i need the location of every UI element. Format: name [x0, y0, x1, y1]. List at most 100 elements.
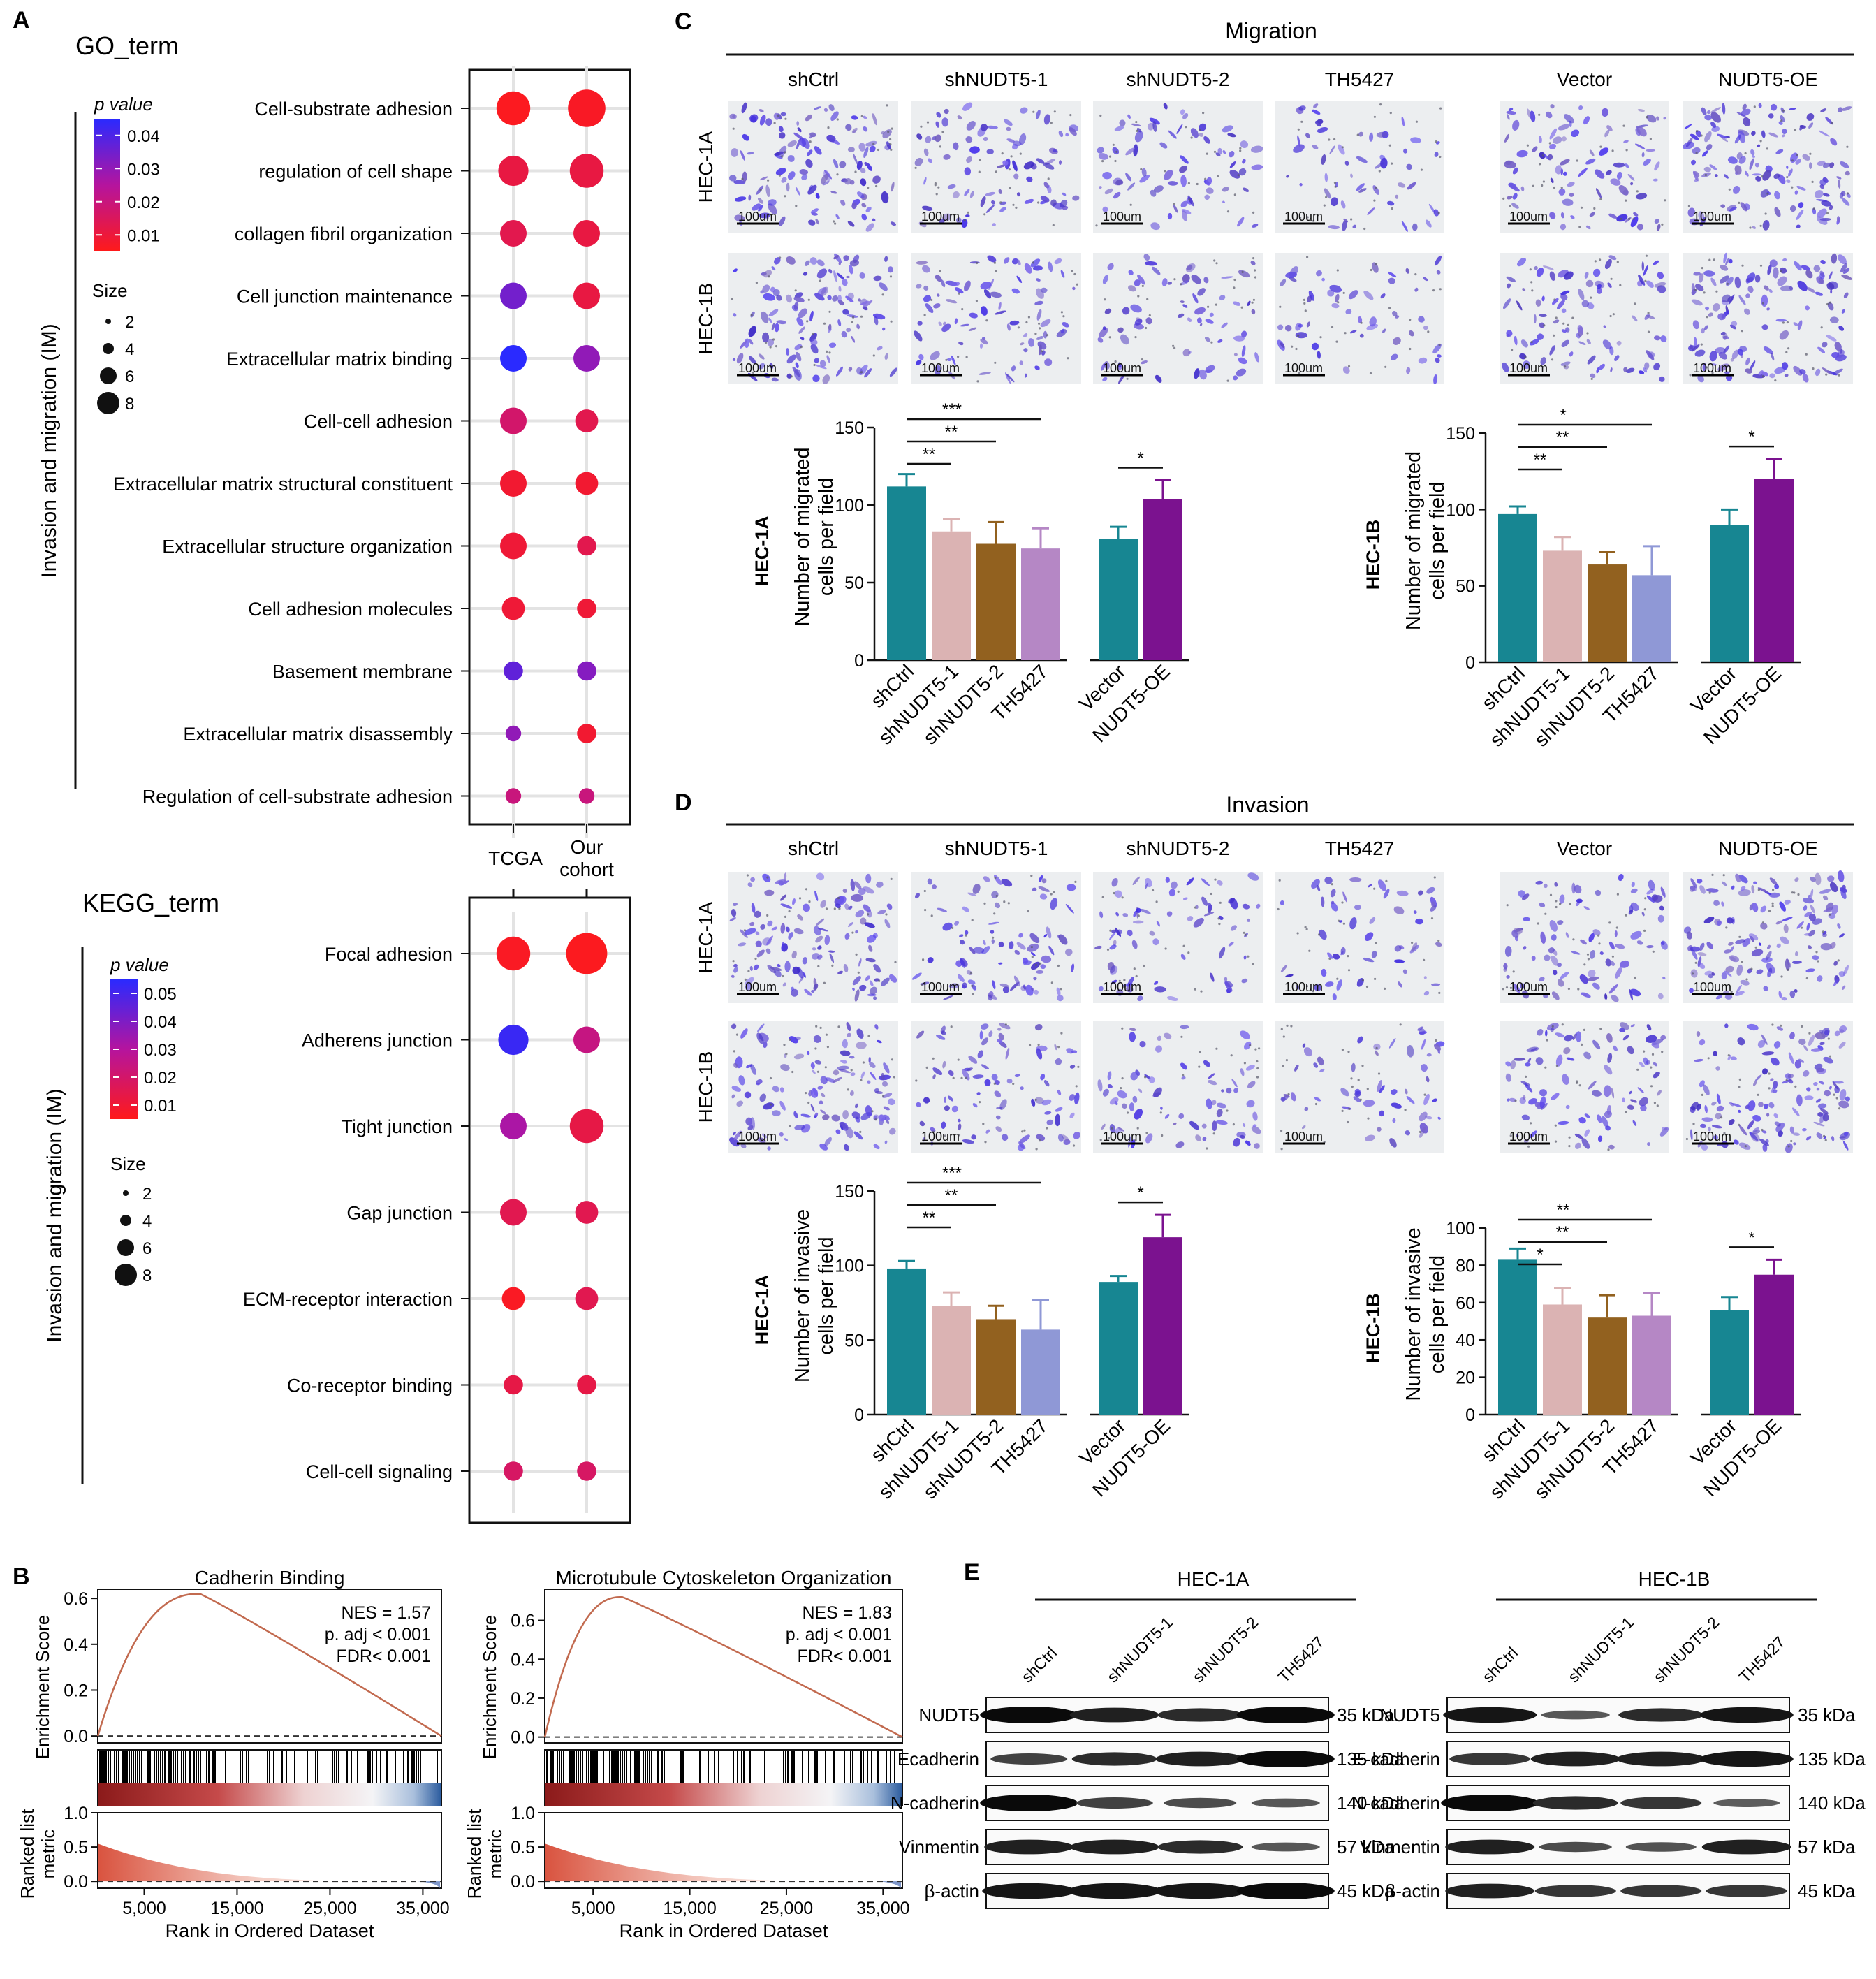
cell-stain — [851, 115, 858, 120]
pore-dot — [1204, 177, 1207, 180]
pore-dot — [1344, 332, 1347, 335]
pore-dot — [1835, 1097, 1838, 1100]
cell-stain — [795, 187, 800, 196]
pore-dot — [1050, 981, 1053, 984]
cell-stain — [1182, 349, 1191, 357]
cell-stain — [1786, 179, 1791, 184]
pore-dot — [1826, 212, 1829, 214]
pore-dot — [1822, 930, 1824, 933]
pore-dot — [860, 115, 863, 117]
pore-dot — [1593, 207, 1596, 210]
pore-dot — [1846, 192, 1849, 195]
gsea-ylabel-line: Enrichment Score — [479, 1615, 500, 1760]
cell-stain — [1569, 351, 1574, 357]
cell-stain — [1746, 272, 1756, 283]
cell-stain — [1720, 204, 1726, 208]
pore-dot — [1554, 1140, 1558, 1143]
pore-dot — [1137, 295, 1140, 298]
cell-stain — [1115, 180, 1124, 186]
pore-dot — [1252, 257, 1255, 260]
cell-stain — [1316, 270, 1322, 277]
pore-dot — [1796, 154, 1798, 156]
dot-our-cohort — [566, 933, 608, 974]
cell-stain — [1190, 128, 1199, 138]
cell-stain — [1503, 298, 1511, 309]
cell-stain — [797, 914, 803, 921]
bar-ylabel-line: cells per field — [815, 1236, 837, 1354]
pore-dot — [744, 978, 747, 981]
pore-dot — [1761, 302, 1764, 305]
pore-dot — [857, 971, 860, 974]
pore-dot — [1375, 263, 1378, 265]
cell-stain — [1654, 282, 1666, 288]
pore-dot — [1004, 1023, 1007, 1026]
cell-stain — [815, 918, 825, 926]
cell-stain — [787, 154, 795, 163]
cell-stain — [1589, 212, 1595, 217]
pore-dot — [1559, 903, 1562, 905]
pore-dot — [1744, 152, 1747, 155]
blot-band — [1445, 1839, 1535, 1855]
pvalue-tick: 0.03 — [144, 1041, 177, 1060]
size-legend-dot — [115, 1264, 137, 1286]
cell-stain — [1727, 156, 1738, 164]
cell-stain — [1425, 219, 1432, 228]
micrograph: 100um — [1275, 101, 1444, 233]
pore-dot — [1135, 121, 1138, 124]
pore-dot — [1356, 133, 1359, 136]
pore-dot — [1217, 175, 1219, 177]
dot-our-cohort — [575, 409, 599, 432]
dot-our-cohort — [575, 1287, 599, 1310]
pore-dot — [972, 993, 974, 995]
cell-stain — [1818, 277, 1825, 284]
pvalue-tick: 0.03 — [127, 160, 160, 179]
cell-stain — [1252, 224, 1259, 228]
pore-dot — [836, 173, 839, 176]
cell-stain — [836, 272, 844, 280]
pore-dot — [1427, 330, 1430, 333]
cell-stain — [1161, 278, 1168, 286]
cell-stain — [817, 945, 822, 950]
cell-stain — [1687, 207, 1695, 217]
cell-stain — [951, 355, 956, 366]
pore-dot — [1411, 941, 1414, 944]
pore-dot — [874, 1118, 877, 1121]
cell-stain — [812, 953, 820, 960]
pore-dot — [1706, 316, 1708, 319]
pore-dot — [1762, 375, 1765, 378]
cell-stain — [1312, 109, 1321, 115]
cell-stain — [1032, 265, 1043, 271]
dot-tcga — [505, 725, 522, 742]
cell-stain — [863, 147, 869, 158]
cell-stain — [1712, 303, 1720, 312]
cell-stain — [881, 977, 890, 986]
micrograph: 100um — [911, 101, 1081, 233]
pore-dot — [807, 1101, 810, 1104]
scale-label: 100um — [1509, 210, 1548, 224]
cell-stain — [734, 214, 745, 222]
pore-dot — [1509, 205, 1511, 207]
pore-dot — [1437, 940, 1440, 942]
bar-ytick: 0 — [854, 651, 864, 671]
pore-dot — [1305, 928, 1308, 930]
cell-stain — [872, 218, 876, 222]
cell-stain — [1233, 335, 1245, 342]
cell-stain — [1167, 212, 1173, 220]
cell-stain — [845, 124, 852, 131]
cell-stain — [1012, 160, 1018, 172]
cell-stain — [809, 310, 814, 322]
pore-dot — [1749, 226, 1752, 229]
pore-dot — [1007, 902, 1010, 905]
cell-stain — [991, 200, 995, 205]
cell-stain — [1509, 184, 1520, 192]
cell-stain — [816, 872, 825, 881]
pore-dot — [1351, 1085, 1354, 1088]
pore-dot — [890, 877, 893, 880]
cell-stain — [1376, 131, 1388, 138]
cell-stain — [1185, 263, 1196, 272]
pore-dot — [825, 907, 828, 910]
bar — [1143, 1237, 1182, 1415]
cell-stain — [1644, 362, 1650, 370]
micrograph: 100um — [1683, 101, 1853, 233]
cell-stain — [759, 109, 764, 112]
